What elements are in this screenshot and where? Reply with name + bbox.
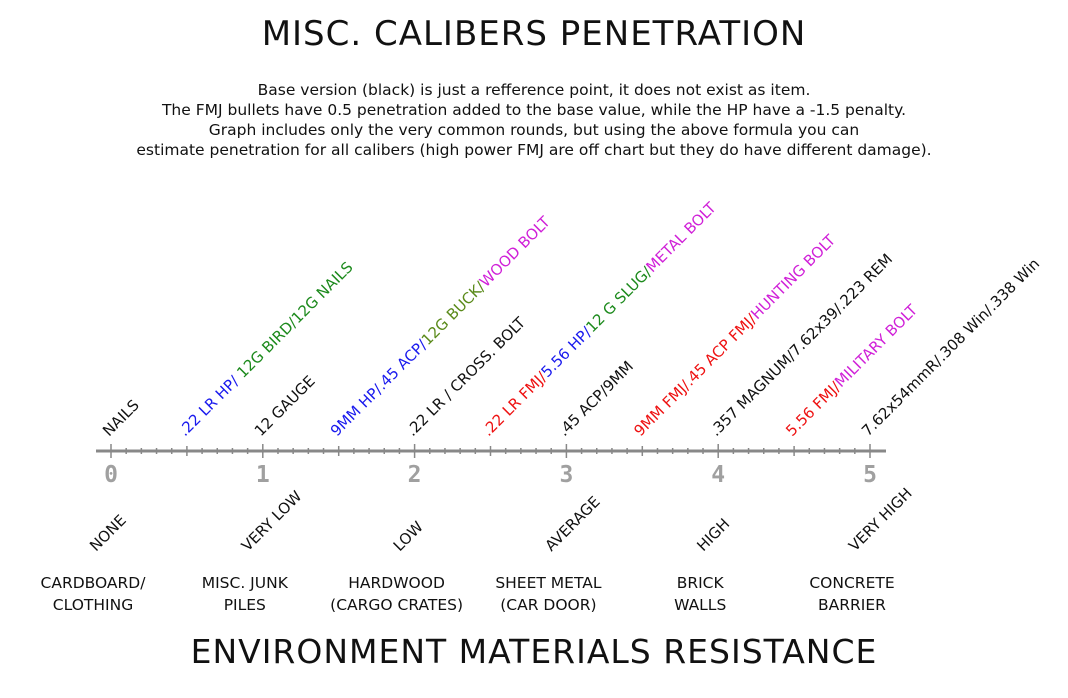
round-label: 5.56 FMJ/MILITARY BOLT <box>782 300 921 439</box>
chart-title: MISC. CALIBERS PENETRATION <box>261 14 807 54</box>
resistance-level-label: HIGH <box>693 515 733 555</box>
description-line: The FMJ bullets have 0.5 penetration add… <box>161 101 907 119</box>
round-label-segment: .45 ACP/9MM <box>555 357 637 439</box>
tick-label: 5 <box>863 462 877 488</box>
chart-description: Base version (black) is just a refferenc… <box>0 80 1068 160</box>
round-label-segment: 5.56 HP/ <box>537 323 595 381</box>
tick-label: 4 <box>711 462 725 488</box>
material-label: CLOTHING <box>53 596 133 614</box>
material-label: (CAR DOOR) <box>500 596 596 614</box>
round-label-segment: 12G BIRD/12G NAILS <box>233 258 356 381</box>
round-label-segment: .22 LR FMJ/ <box>479 368 551 440</box>
material-label: SHEET METAL <box>495 574 602 592</box>
material-label: CARDBOARD/ <box>41 574 147 592</box>
material-label: BRICK <box>677 574 725 592</box>
round-label-segment: 12 GAUGE <box>251 372 319 440</box>
round-label: .45 ACP/9MM <box>555 357 637 439</box>
resistance-level-label: NONE <box>86 511 130 555</box>
material-label: CONCRETE <box>809 574 894 592</box>
material-label: BARRIER <box>818 596 886 614</box>
material-label: PILES <box>224 596 266 614</box>
round-label-segment: 9MM FMJ/.45 ACP FMJ/ <box>630 310 760 440</box>
round-label: 12 GAUGE <box>251 372 319 440</box>
round-label: NAILS <box>99 396 143 440</box>
x-axis-label: ENVIRONMENT MATERIALS RESISTANCE <box>190 632 878 671</box>
tick-label: 2 <box>408 462 422 488</box>
description-line: Base version (black) is just a refferenc… <box>257 81 811 99</box>
material-label: WALLS <box>674 596 726 614</box>
tick-label: 0 <box>104 462 118 488</box>
resistance-level-label: VERY HIGH <box>845 484 916 555</box>
description-line: estimate penetration for all calibers (h… <box>136 141 932 159</box>
resistance-level-label: VERY LOW <box>238 487 306 555</box>
round-label-segment: 5.56 FMJ/ <box>782 377 844 439</box>
round-label-segment: 12 G SLUG/ <box>582 263 656 337</box>
round-label-segment: 12G BUCK/ <box>418 277 489 348</box>
round-label-segment: .22 LR HP/ <box>175 369 246 440</box>
round-label-segment: WOOD BOLT <box>476 212 554 290</box>
material-label: HARDWOOD <box>348 574 445 592</box>
round-label-segment: METAL BOLT <box>643 198 721 276</box>
material-label: MISC. JUNK <box>202 574 289 592</box>
resistance-level-label: AVERAGE <box>542 493 604 555</box>
description-line: Graph includes only the very common roun… <box>208 121 860 139</box>
resistance-level-label: LOW <box>390 518 427 555</box>
material-label: (CARGO CRATES) <box>330 596 463 614</box>
tick-label: 3 <box>559 462 573 488</box>
tick-label: 1 <box>256 462 270 488</box>
round-label-segment: NAILS <box>99 396 143 440</box>
